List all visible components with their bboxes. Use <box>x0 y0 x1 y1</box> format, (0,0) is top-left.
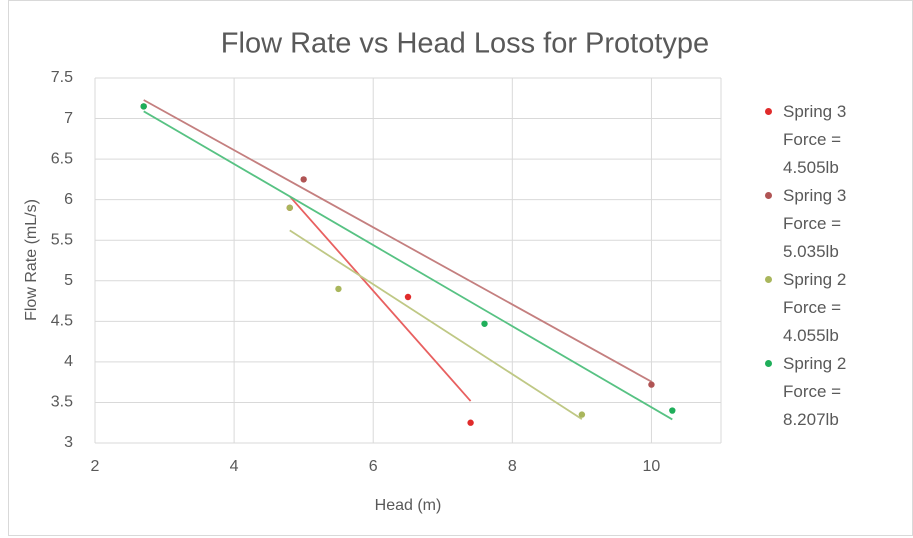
trendline <box>289 195 472 402</box>
y-tick-label: 7.5 <box>51 69 73 86</box>
x-tick-label: 10 <box>643 458 661 475</box>
x-tick-label: 8 <box>508 458 517 475</box>
legend-label: Spring 2 Force = 8.207lb <box>783 354 847 429</box>
x-tick-label: 4 <box>230 458 239 475</box>
x-tick-label: 2 <box>91 458 100 475</box>
point <box>481 320 488 327</box>
legend-marker <box>765 108 772 115</box>
legend-label: Spring 3 Force = 4.505lb <box>783 102 847 177</box>
point <box>300 176 307 183</box>
y-tick-label: 4.5 <box>51 313 73 330</box>
point <box>404 293 412 301</box>
y-tick-label: 6.5 <box>51 150 73 167</box>
legend: Spring 3 Force = 4.505lb Spring 3 Force =… <box>765 98 875 434</box>
y-tick-label: 4 <box>64 353 73 370</box>
point <box>140 103 147 110</box>
point <box>467 419 474 426</box>
y-tick-label: 5.5 <box>51 231 73 248</box>
legend-entry: Spring 2 Force = 8.207lb <box>765 350 875 434</box>
trendline <box>143 99 652 383</box>
legend-marker <box>765 192 772 199</box>
y-axis-label: Flow Rate (mL/s) <box>23 199 40 321</box>
legend-entry: Spring 3 Force = 4.505lb <box>765 98 875 182</box>
legend-label: Spring 3 Force = 5.035lb <box>783 186 847 261</box>
point <box>648 381 655 388</box>
y-tick-label: 3.5 <box>51 394 73 411</box>
point <box>578 411 586 418</box>
legend-label: Spring 2 Force = 4.055lb <box>783 270 847 345</box>
y-tick-label: 5 <box>64 272 73 289</box>
legend-marker <box>765 276 772 283</box>
trendline <box>143 110 673 421</box>
point <box>669 407 676 414</box>
y-tick-label: 6 <box>64 191 73 208</box>
legend-entry: Spring 3 Force = 5.035lb <box>765 182 875 266</box>
x-axis-label: Head (m) <box>375 497 442 514</box>
point <box>286 204 293 211</box>
chart-title: Flow Rate vs Head Loss for Prototype <box>221 28 709 60</box>
trendline <box>289 229 583 420</box>
y-tick-label: 3 <box>64 434 73 451</box>
x-tick-label: 6 <box>369 458 378 475</box>
legend-marker <box>765 360 772 367</box>
y-tick-label: 7 <box>64 110 73 127</box>
legend-entry: Spring 2 Force = 4.055lb <box>765 266 875 350</box>
point <box>335 285 342 293</box>
